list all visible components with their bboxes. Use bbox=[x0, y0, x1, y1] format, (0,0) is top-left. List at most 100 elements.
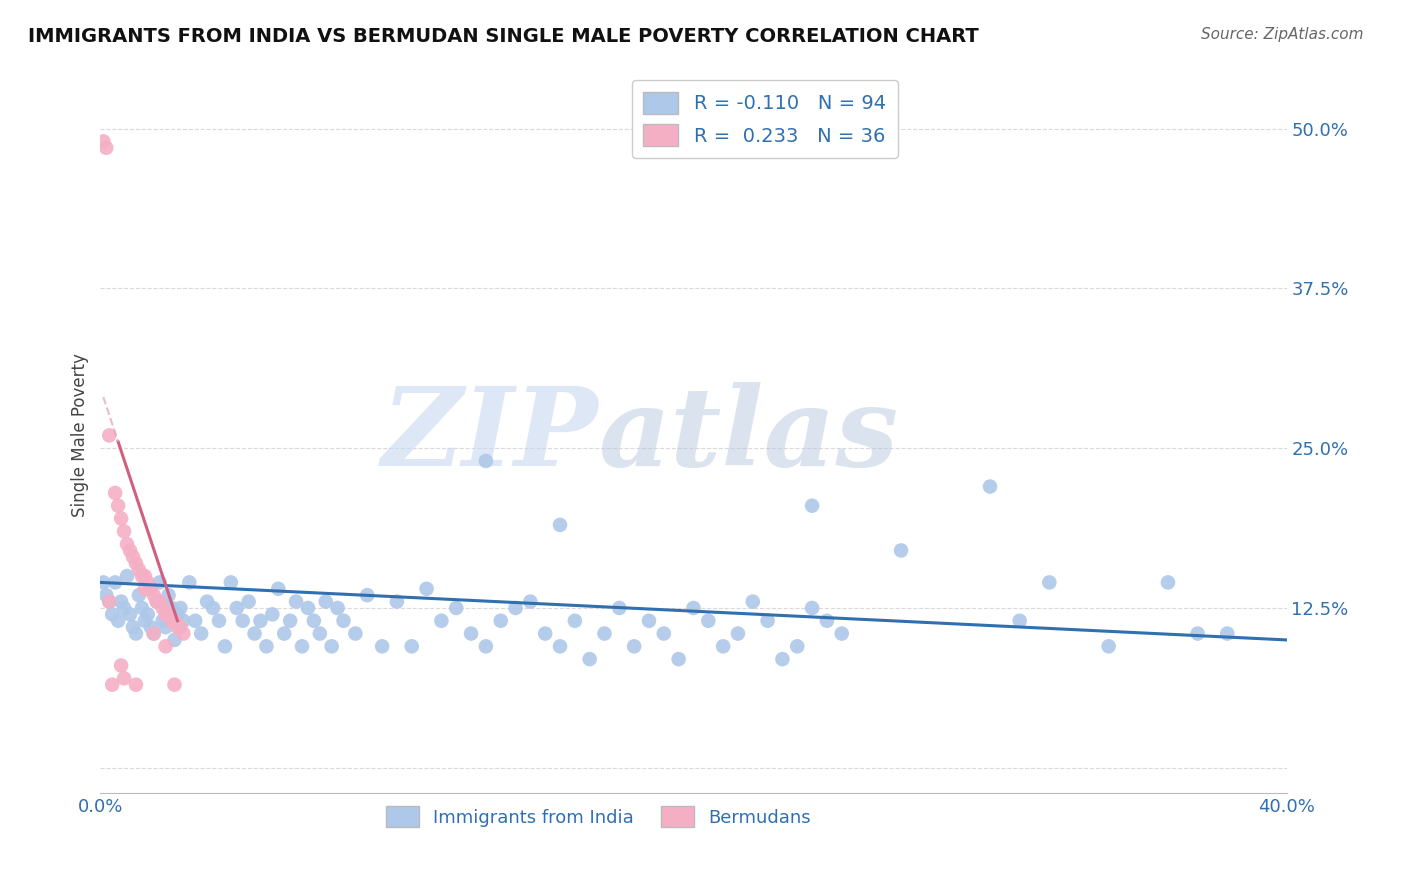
Point bbox=[578, 652, 600, 666]
Point bbox=[184, 614, 207, 628]
Point bbox=[326, 601, 349, 615]
Point bbox=[190, 626, 212, 640]
Point bbox=[285, 594, 308, 608]
Point bbox=[128, 563, 150, 577]
Point bbox=[157, 607, 180, 622]
Point bbox=[104, 486, 127, 500]
Point bbox=[302, 614, 325, 628]
Point bbox=[890, 543, 912, 558]
Point bbox=[115, 569, 138, 583]
Point bbox=[152, 601, 174, 615]
Point bbox=[172, 614, 194, 628]
Point bbox=[668, 652, 690, 666]
Point bbox=[107, 614, 129, 628]
Point bbox=[267, 582, 290, 596]
Text: IMMIGRANTS FROM INDIA VS BERMUDAN SINGLE MALE POVERTY CORRELATION CHART: IMMIGRANTS FROM INDIA VS BERMUDAN SINGLE… bbox=[28, 27, 979, 45]
Point bbox=[155, 620, 177, 634]
Point bbox=[202, 601, 225, 615]
Point bbox=[112, 601, 135, 615]
Point bbox=[1098, 640, 1121, 654]
Point bbox=[122, 620, 145, 634]
Point bbox=[131, 601, 153, 615]
Point bbox=[104, 575, 127, 590]
Legend: Immigrants from India, Bermudans: Immigrants from India, Bermudans bbox=[380, 799, 818, 834]
Point bbox=[273, 626, 295, 640]
Point bbox=[172, 626, 194, 640]
Point bbox=[142, 588, 165, 602]
Point bbox=[169, 601, 191, 615]
Point bbox=[225, 601, 247, 615]
Point bbox=[134, 614, 156, 628]
Point bbox=[214, 640, 236, 654]
Point bbox=[505, 601, 527, 615]
Point bbox=[315, 594, 337, 608]
Point bbox=[128, 588, 150, 602]
Point bbox=[118, 543, 141, 558]
Point bbox=[125, 678, 148, 692]
Point bbox=[125, 626, 148, 640]
Point bbox=[136, 575, 159, 590]
Point bbox=[741, 594, 763, 608]
Point bbox=[219, 575, 242, 590]
Point bbox=[534, 626, 557, 640]
Point bbox=[815, 614, 838, 628]
Point bbox=[801, 601, 824, 615]
Point bbox=[332, 614, 354, 628]
Point bbox=[548, 640, 571, 654]
Point bbox=[122, 549, 145, 564]
Point bbox=[415, 582, 437, 596]
Point bbox=[786, 640, 808, 654]
Point bbox=[308, 626, 330, 640]
Point bbox=[155, 607, 177, 622]
Point bbox=[232, 614, 254, 628]
Point bbox=[155, 640, 177, 654]
Point bbox=[157, 588, 180, 602]
Point bbox=[519, 594, 541, 608]
Point bbox=[152, 614, 174, 628]
Point bbox=[682, 601, 704, 615]
Point bbox=[489, 614, 512, 628]
Point bbox=[163, 614, 186, 628]
Point bbox=[652, 626, 675, 640]
Point bbox=[195, 594, 218, 608]
Point bbox=[160, 614, 183, 628]
Point bbox=[139, 620, 162, 634]
Point bbox=[291, 640, 314, 654]
Point bbox=[593, 626, 616, 640]
Point bbox=[1038, 575, 1060, 590]
Point bbox=[145, 594, 167, 608]
Point bbox=[101, 678, 124, 692]
Point bbox=[166, 620, 188, 634]
Point bbox=[160, 601, 183, 615]
Point bbox=[142, 626, 165, 640]
Point bbox=[101, 607, 124, 622]
Point bbox=[149, 594, 172, 608]
Point bbox=[801, 499, 824, 513]
Point bbox=[371, 640, 394, 654]
Point bbox=[278, 614, 301, 628]
Point bbox=[208, 614, 231, 628]
Point bbox=[1008, 614, 1031, 628]
Point bbox=[564, 614, 586, 628]
Text: ZIP: ZIP bbox=[382, 382, 599, 489]
Point bbox=[321, 640, 343, 654]
Point bbox=[91, 134, 114, 148]
Point bbox=[770, 652, 793, 666]
Point bbox=[1216, 626, 1239, 640]
Point bbox=[756, 614, 779, 628]
Point bbox=[385, 594, 408, 608]
Point bbox=[163, 678, 186, 692]
Point bbox=[134, 582, 156, 596]
Y-axis label: Single Male Poverty: Single Male Poverty bbox=[72, 353, 89, 517]
Text: Source: ZipAtlas.com: Source: ZipAtlas.com bbox=[1201, 27, 1364, 42]
Point bbox=[475, 640, 498, 654]
Point bbox=[401, 640, 423, 654]
Point bbox=[91, 575, 114, 590]
Point bbox=[262, 607, 284, 622]
Point bbox=[110, 511, 132, 525]
Point bbox=[430, 614, 453, 628]
Point bbox=[145, 594, 167, 608]
Point bbox=[238, 594, 260, 608]
Point bbox=[98, 428, 121, 442]
Point bbox=[607, 601, 630, 615]
